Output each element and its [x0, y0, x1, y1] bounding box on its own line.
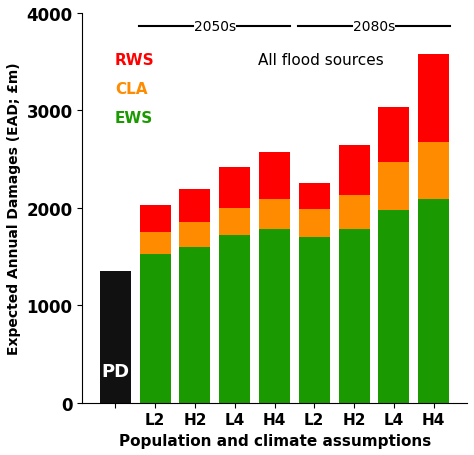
Bar [378, 107, 410, 163]
Text: 2050s: 2050s [194, 20, 236, 34]
Bar [259, 153, 290, 200]
Bar [259, 200, 290, 230]
Text: EWS: EWS [115, 111, 153, 126]
Bar [338, 196, 370, 230]
Bar [299, 184, 330, 209]
Bar [418, 55, 449, 142]
Text: 2080s: 2080s [353, 20, 395, 34]
Bar [140, 254, 171, 403]
Bar [219, 208, 250, 236]
Text: RWS: RWS [115, 53, 155, 68]
Bar [100, 272, 131, 403]
Bar [180, 248, 210, 403]
Bar [338, 230, 370, 403]
Bar [140, 233, 171, 254]
X-axis label: Population and climate assumptions: Population and climate assumptions [118, 433, 431, 448]
Bar [219, 236, 250, 403]
Y-axis label: Expected Annual Damages (EAD; £m): Expected Annual Damages (EAD; £m) [7, 62, 21, 354]
Bar [299, 238, 330, 403]
Bar [418, 200, 449, 403]
Bar [180, 222, 210, 248]
Bar [140, 206, 171, 233]
Bar [299, 209, 330, 238]
Bar [338, 146, 370, 196]
Text: PD: PD [101, 362, 129, 380]
Text: All flood sources: All flood sources [258, 53, 384, 68]
Bar [378, 163, 410, 210]
Text: CLA: CLA [115, 82, 147, 97]
Bar [259, 230, 290, 403]
Bar [378, 210, 410, 403]
Bar [219, 167, 250, 208]
Bar [418, 142, 449, 200]
Bar [180, 190, 210, 222]
